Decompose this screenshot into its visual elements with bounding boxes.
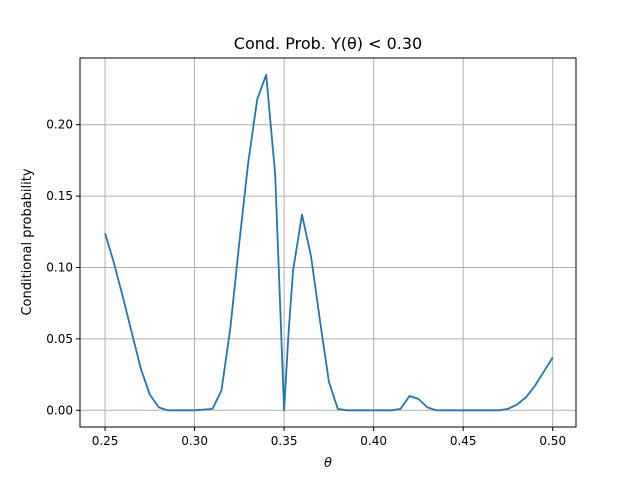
x-tick-label: 0.25: [92, 434, 119, 448]
chart-title: Cond. Prob. Y(θ) < 0.30: [234, 34, 422, 53]
x-tick-label: 0.35: [271, 434, 298, 448]
y-axis: 0.00 0.05 0.10 0.15 0.20: [46, 118, 80, 417]
plot-frame: [79, 57, 577, 428]
x-tick-label: 0.40: [360, 434, 387, 448]
x-axis: 0.25 0.30 0.35 0.40 0.45 0.50: [92, 427, 566, 448]
x-tick-label: 0.45: [450, 434, 477, 448]
y-axis-label: Conditional probability: [20, 168, 35, 315]
y-tick-label: 0.05: [46, 332, 73, 346]
y-tick-label: 0.20: [46, 118, 73, 132]
y-tick-label: 0.00: [46, 403, 73, 417]
x-axis-label: θ: [324, 456, 332, 471]
grid: [80, 58, 576, 427]
series-line-0: [104, 73, 554, 412]
series-layer: [104, 73, 554, 412]
y-tick-label: 0.10: [46, 260, 73, 274]
y-tick-label: 0.15: [46, 189, 73, 203]
x-tick-label: 0.50: [539, 434, 566, 448]
x-tick-label: 0.30: [181, 434, 208, 448]
